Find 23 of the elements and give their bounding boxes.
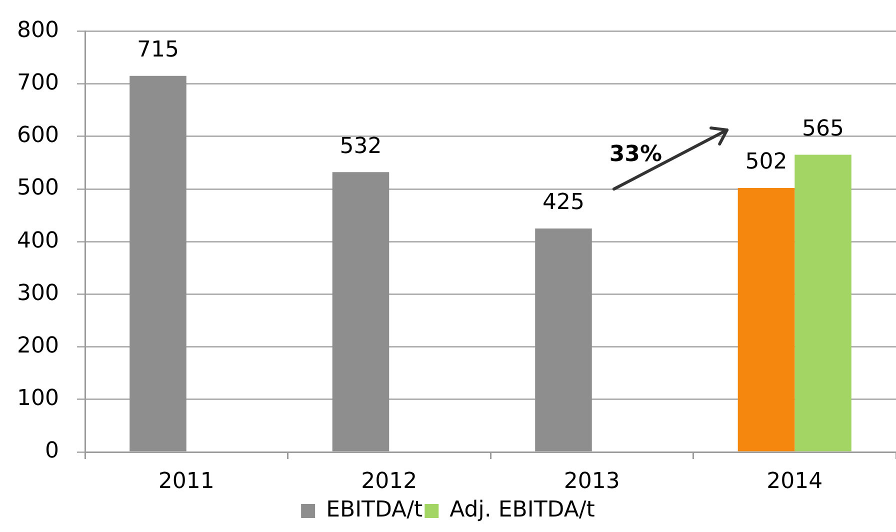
x-tick-label: 2011	[158, 468, 214, 494]
data-label: 532	[340, 134, 382, 159]
x-tick-label: 2013	[564, 468, 620, 494]
y-tick-label: 500	[17, 176, 59, 201]
y-tick-label: 800	[17, 18, 59, 43]
annotation: 33%	[609, 142, 662, 168]
x-tick-label: 2014	[766, 468, 823, 494]
data-label: 565	[802, 116, 844, 142]
y-tick-label: 300	[17, 280, 59, 306]
legend-label: Adj. EBITDA/t	[450, 498, 596, 523]
bar	[738, 188, 795, 452]
legend-label: EBITDA/t	[326, 498, 424, 523]
y-tick-label: 600	[17, 123, 59, 148]
y-tick-label: 400	[17, 228, 59, 254]
data-label: 425	[542, 190, 584, 216]
bar	[794, 154, 852, 452]
y-tick-label: 100	[17, 386, 59, 412]
y-tick-label: 0	[45, 438, 59, 464]
data-label: 502	[745, 150, 788, 175]
data-label: 715	[136, 38, 179, 63]
x-tick-label: 2012	[361, 468, 418, 494]
y-tick-label: 700	[17, 70, 59, 96]
y-tick-label: 200	[17, 334, 59, 359]
